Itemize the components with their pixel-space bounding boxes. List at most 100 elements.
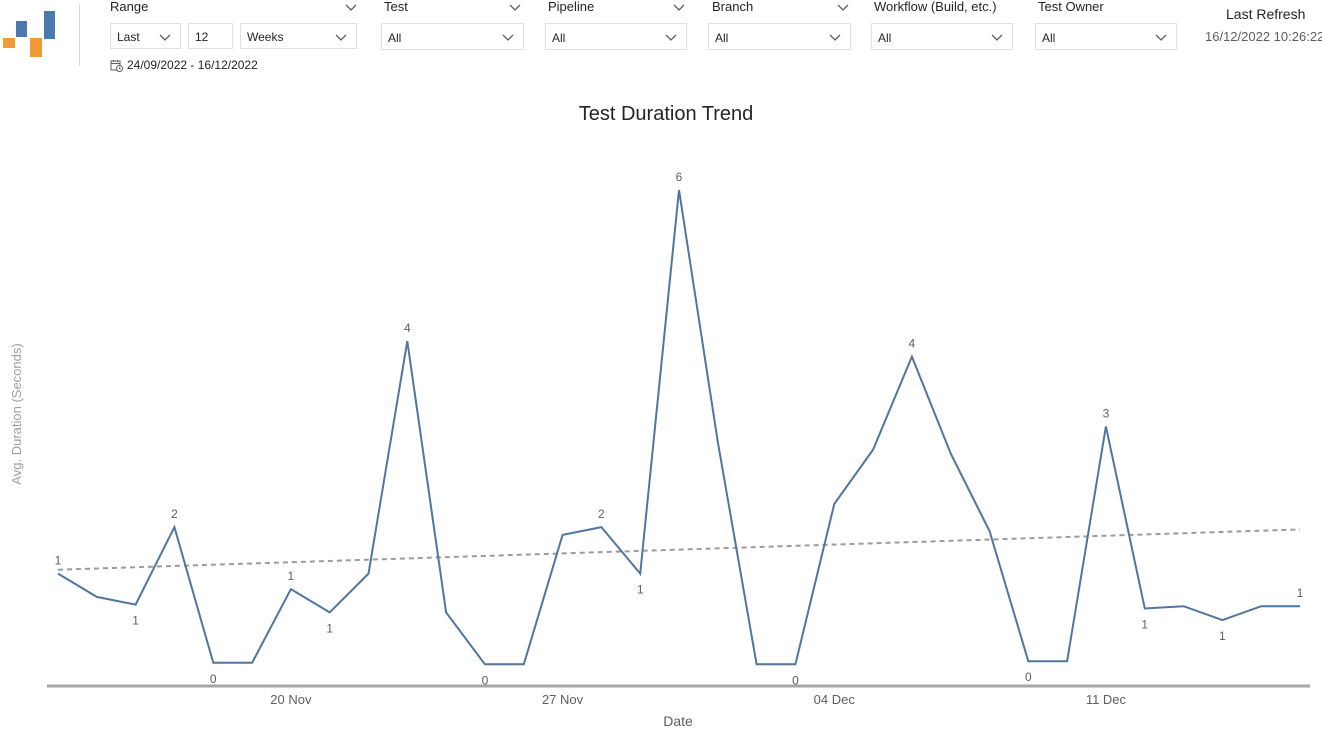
owner-dropdown[interactable]: All (1035, 23, 1177, 50)
owner-slicer: Test Owner (1038, 0, 1176, 14)
data-point[interactable] (791, 660, 799, 668)
data-point[interactable] (132, 601, 140, 609)
data-point[interactable] (520, 660, 528, 668)
data-label: 1 (326, 621, 333, 635)
chevron-down-icon (665, 34, 677, 41)
data-point[interactable] (170, 523, 178, 531)
data-point[interactable] (93, 593, 101, 601)
y-axis-label: Avg. Duration (Seconds) (9, 343, 24, 484)
chevron-down-icon[interactable] (672, 2, 686, 12)
test-dropdown[interactable]: All (381, 23, 524, 50)
data-point[interactable] (403, 337, 411, 345)
data-label: 6 (676, 170, 683, 184)
x-tick-label: 04 Dec (814, 692, 856, 707)
data-label: 1 (1141, 618, 1148, 632)
header-separator (79, 4, 80, 66)
series-line-group (54, 186, 1304, 668)
data-point[interactable] (1180, 602, 1188, 610)
series-line (57, 189, 1300, 666)
data-label: 1 (288, 569, 295, 583)
data-label: 2 (171, 507, 178, 521)
test-slicer-title: Test (384, 0, 408, 14)
branch-dropdown[interactable]: All (708, 23, 851, 50)
range-unit-dropdown[interactable]: Weeks (240, 23, 357, 49)
chevron-down-icon (335, 34, 347, 41)
range-unit-value: Weeks (247, 30, 284, 44)
branch-slicer-title: Branch (712, 0, 754, 14)
data-point[interactable] (1141, 605, 1149, 613)
workflow-slicer: Workflow (Build, etc.) (874, 0, 1012, 14)
data-label: 4 (909, 337, 916, 351)
range-mode-value: Last (117, 30, 140, 44)
trendline-group (57, 528, 1301, 571)
workflow-dropdown-value: All (878, 31, 892, 45)
data-labels-group: 1 1 2 0 1 1 4 0 2 1 6 0 4 0 3 1 1 1 (55, 170, 1304, 687)
data-point[interactable] (597, 523, 605, 531)
data-label: 0 (1025, 670, 1032, 684)
data-point[interactable] (947, 450, 955, 458)
data-point[interactable] (753, 660, 761, 668)
data-label: 0 (482, 673, 489, 687)
pipeline-slicer: Pipeline (548, 0, 686, 14)
pipeline-dropdown-value: All (552, 31, 566, 45)
x-tick-label: 11 Dec (1086, 692, 1127, 707)
last-refresh-timestamp: 16/12/2022 10:26:22 (1205, 29, 1322, 44)
chevron-down-icon (991, 34, 1003, 41)
chevron-down-icon (1155, 34, 1167, 41)
chevron-down-icon[interactable] (836, 2, 850, 12)
data-label: 0 (210, 672, 217, 686)
data-point[interactable] (1102, 422, 1110, 430)
chevron-down-icon (502, 34, 514, 41)
owner-slicer-title: Test Owner (1038, 0, 1104, 14)
logo-bar-orange-left (3, 38, 15, 48)
data-label: 0 (792, 673, 799, 687)
range-count-value: 12 (195, 30, 209, 44)
calendar-clock-icon (110, 59, 123, 72)
data-point[interactable] (636, 570, 644, 578)
data-point[interactable] (908, 353, 916, 361)
data-point[interactable] (442, 608, 450, 616)
data-point[interactable] (714, 438, 722, 446)
data-point[interactable] (1063, 657, 1071, 665)
x-tick-labels-group: 20 Nov 27 Nov 04 Dec 11 Dec (270, 692, 1126, 707)
range-count-input[interactable]: 12 (188, 23, 233, 49)
pipeline-dropdown[interactable]: All (545, 23, 687, 50)
pipeline-slicer-title: Pipeline (548, 0, 595, 14)
date-range-text: 24/09/2022 - 16/12/2022 (127, 58, 258, 72)
data-label: 1 (55, 554, 62, 568)
chevron-down-icon[interactable] (508, 2, 522, 12)
data-point[interactable] (365, 570, 373, 578)
x-axis-label: Date (663, 713, 693, 729)
app-logo (3, 11, 55, 57)
data-point[interactable] (675, 186, 683, 194)
data-point[interactable] (481, 660, 489, 668)
x-tick-label: 20 Nov (270, 692, 312, 707)
data-point[interactable] (559, 531, 567, 539)
data-point[interactable] (209, 659, 217, 667)
chevron-down-icon (159, 34, 171, 41)
chevron-down-icon[interactable] (344, 2, 358, 12)
test-dropdown-value: All (388, 31, 402, 45)
data-label: 1 (1297, 586, 1304, 600)
last-refresh-title: Last Refresh (1226, 6, 1306, 22)
data-point[interactable] (1218, 616, 1226, 624)
branch-slicer: Branch (712, 0, 850, 14)
data-point[interactable] (986, 527, 994, 535)
data-label: 3 (1103, 406, 1110, 420)
test-slicer: Test (384, 0, 522, 14)
data-point[interactable] (287, 585, 295, 593)
data-point[interactable] (1296, 602, 1304, 610)
data-point[interactable] (1257, 602, 1265, 610)
range-mode-dropdown[interactable]: Last (110, 23, 181, 49)
data-point[interactable] (1024, 657, 1032, 665)
logo-bar-blue-left (16, 21, 27, 37)
data-point[interactable] (326, 608, 334, 616)
data-point[interactable] (54, 570, 62, 578)
data-point[interactable] (869, 446, 877, 454)
branch-dropdown-value: All (715, 31, 729, 45)
data-point[interactable] (248, 659, 256, 667)
data-point[interactable] (830, 500, 838, 508)
data-label: 1 (132, 614, 139, 628)
workflow-dropdown[interactable]: All (871, 23, 1013, 50)
